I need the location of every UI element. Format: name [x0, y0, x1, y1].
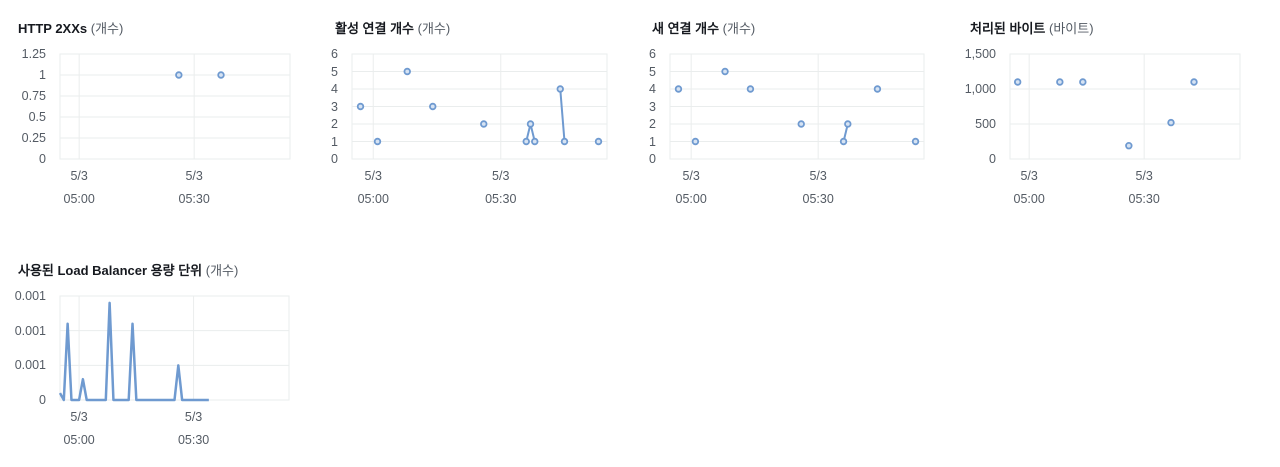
chart-title: HTTP 2XXs (개수)	[18, 18, 123, 37]
x-tick-label: 5/3 05:00	[675, 169, 707, 206]
data-point	[721, 67, 729, 76]
plot-frame	[1009, 53, 1241, 160]
data-point	[531, 137, 539, 146]
unit-text: (개수)	[205, 263, 239, 278]
series-line	[526, 89, 598, 142]
y-tick-label: 3	[649, 99, 656, 114]
x-tick-label: 5/3 05:30	[1128, 169, 1160, 206]
title-text: HTTP 2XXs	[18, 21, 88, 36]
x-tick-label: 5/3 05:30	[802, 169, 834, 206]
data-point	[873, 85, 882, 93]
data-point	[356, 102, 365, 111]
data-point	[911, 137, 920, 146]
data-point	[429, 102, 437, 111]
y-tick-label: 0.5	[28, 110, 46, 124]
y-tick-label: 4	[649, 82, 656, 96]
data-point	[373, 137, 382, 146]
data-point	[1079, 78, 1087, 86]
y-tick-label: 0.25	[21, 131, 46, 145]
chart-title: 처리된 바이트 (바이트)	[970, 18, 1094, 37]
y-tick-label: 1	[331, 134, 338, 149]
y-tick-label: 1	[39, 68, 46, 82]
data-point	[1056, 78, 1064, 86]
x-tick-label: 5/3 05:00	[1013, 169, 1045, 206]
data-point	[746, 85, 755, 93]
title-text: 새 연결 개수	[652, 21, 720, 36]
y-tick-label: 0.001	[14, 358, 46, 373]
data-point	[175, 71, 183, 79]
y-tick-label: 0.75	[21, 89, 46, 103]
y-tick-label: 0.001	[14, 289, 46, 303]
y-tick-label: 4	[331, 82, 338, 96]
data-point	[480, 120, 488, 128]
data-point	[1190, 78, 1198, 86]
y-tick-label: 1.25	[21, 47, 46, 61]
series-line	[844, 124, 916, 142]
x-tick-label: 5/3 05:00	[63, 169, 95, 206]
y-tick-label: 5	[331, 64, 338, 79]
data-point	[844, 120, 852, 128]
chart-title: 새 연결 개수 (개수)	[652, 18, 755, 37]
x-tick-label: 5/3 05:30	[178, 169, 210, 206]
data-point	[594, 137, 603, 146]
y-tick-label: 0	[39, 393, 46, 407]
data-point	[839, 137, 848, 146]
y-tick-label: 2	[649, 117, 656, 131]
data-point	[560, 137, 569, 146]
y-tick-label: 0	[331, 152, 338, 166]
data-point	[674, 85, 683, 93]
y-tick-label: 1,500	[964, 47, 996, 61]
x-tick-label: 5/3 05:00	[357, 169, 389, 206]
y-tick-label: 6	[649, 47, 656, 61]
x-tick-label: 5/3 05:00	[63, 410, 95, 447]
title-text: 사용된 Load Balancer 용량 단위	[18, 263, 203, 278]
y-tick-label: 6	[331, 47, 338, 61]
y-tick-label: 500	[975, 117, 996, 131]
data-point	[403, 67, 411, 76]
data-point	[217, 71, 225, 79]
y-tick-label: 0	[649, 152, 656, 166]
title-text: 활성 연결 개수	[335, 21, 414, 36]
y-tick-label: 0	[39, 152, 46, 166]
unit-text: (바이트)	[1049, 21, 1094, 36]
y-tick-label: 0.001	[14, 323, 46, 338]
y-tick-label: 0	[989, 152, 996, 166]
unit-text: (개수)	[90, 21, 124, 36]
data-point	[1125, 141, 1133, 150]
data-point	[1013, 78, 1022, 86]
data-point	[522, 137, 530, 146]
plot-frame	[59, 295, 290, 401]
x-tick-label: 5/3 05:30	[177, 410, 210, 447]
data-point	[1167, 118, 1175, 127]
chart-title: 활성 연결 개수 (개수)	[335, 18, 450, 37]
data-point	[691, 137, 700, 146]
series-line	[58, 301, 209, 402]
x-tick-label: 5/3 05:30	[485, 169, 517, 206]
y-tick-label: 1	[649, 134, 656, 149]
data-point	[526, 120, 535, 128]
unit-text: (개수)	[722, 21, 756, 36]
data-point	[556, 85, 564, 93]
unit-text: (개수)	[417, 21, 451, 36]
data-point	[797, 120, 805, 128]
y-tick-label: 2	[331, 117, 338, 131]
y-tick-label: 5	[649, 64, 656, 79]
chart-title: 사용된 Load Balancer 용량 단위 (개수)	[18, 260, 238, 279]
title-text: 처리된 바이트	[970, 21, 1046, 36]
y-tick-label: 3	[331, 99, 338, 114]
plot-frame	[59, 53, 291, 160]
y-tick-label: 1,000	[964, 82, 996, 96]
